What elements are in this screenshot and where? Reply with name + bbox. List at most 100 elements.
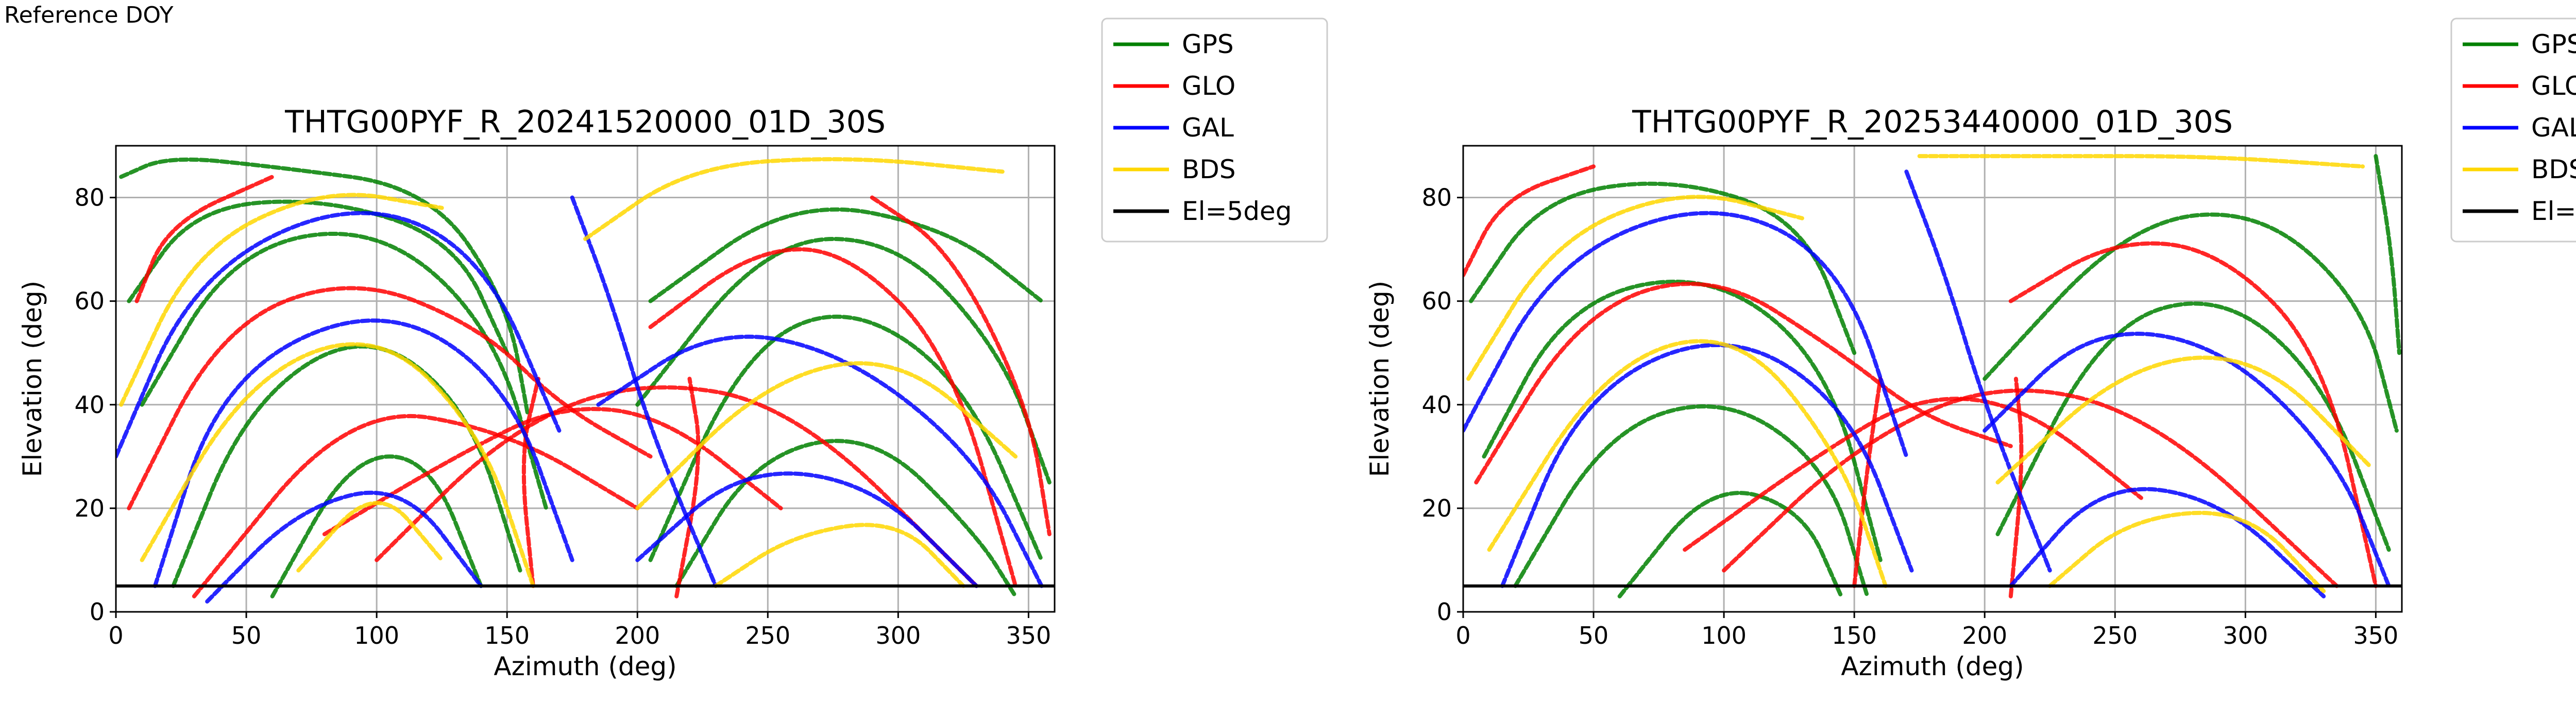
x-axis-label: Azimuth (deg) [1841,652,2024,681]
satellite-track-glo [192,414,640,598]
chart-panel-1: THTG00PYF_R_20241520000_01D_30S 0 50 100 150… [18,18,1328,681]
satellite-track-gal [1463,211,1909,459]
x-tick-label: 150 [484,622,530,649]
y-tick-label: 80 [1421,184,1452,212]
legend-entry: BDS [1182,155,1236,184]
satellite-track-gps [648,314,1044,562]
satellite-track-glo [2008,241,2378,588]
legend-entry: GLO [2531,71,2576,101]
satellite-track-gal [1500,342,1914,588]
y-tick-label: 20 [74,494,105,522]
satellite-track-bds [714,523,965,588]
satellite-track-gps [171,344,522,588]
satellite-track-gal [1904,169,2052,573]
satellite-track-glo [134,175,275,303]
satellite-track-gps [1469,181,1857,355]
legend-entry: BDS [2531,155,2576,184]
legend-entry: GAL [2531,113,2576,143]
legend-frame [2450,18,2576,243]
legend-entry: GLO [1182,71,1235,101]
x-tick-label: 100 [354,622,399,649]
chart-title: THTG00PYF_R_20241520000_01D_30S [284,104,886,140]
satellite-track-bds [1917,154,2365,169]
satellite-track-bds [583,157,1005,241]
satellite-track-glo [521,376,540,588]
satellite-track-glo [322,407,783,537]
satellite-track-glo [1722,388,2339,588]
x-axis-label: Azimuth (deg) [494,652,676,681]
satellite-track-bds [1466,195,1804,381]
x-tick-label: 150 [1832,622,1877,649]
y-tick-label: 60 [1421,287,1452,315]
x-tick-label: 250 [745,622,790,649]
satellite-track-gal [116,211,562,459]
satellite-track-gal [2008,487,2326,598]
satellite-track-glo [648,247,1018,588]
satellite-track-gps [119,157,530,417]
x-tick-label: 250 [2092,622,2138,649]
series-gal [1463,169,2391,598]
satellite-track-glo [127,286,653,510]
satellite-track-gps [1995,301,2391,552]
satellite-track-gps [1617,491,1843,598]
x-tick-label: 300 [875,622,921,649]
legend-entry: GPS [2531,29,2576,59]
reference-doy-label: Reference DOY [4,2,174,28]
chart-title: THTG00PYF_R_20253440000_01D_30S [1632,104,2233,140]
x-tick-label: 100 [1701,622,1747,649]
satellite-track-glo [1463,164,1596,278]
legend-entry: GAL [1182,113,1234,143]
satellite-track-bds [296,501,444,573]
satellite-track-bds [1995,355,2373,485]
satellite-track-glo [375,385,979,588]
satellite-track-glo [1474,282,2013,485]
satellite-track-glo [1683,397,2143,552]
plot-area [116,157,1052,604]
x-tick-label: 350 [1006,622,1051,649]
axes-frame [1462,145,2403,613]
satellite-track-bds [635,361,1018,510]
y-tick-label: 60 [74,287,105,315]
y-tick-label: 40 [1421,391,1452,419]
satellite-track-gps [270,454,483,598]
satellite-track-gps [127,199,510,355]
y-tick-label: 40 [74,391,105,419]
satellite-track-gps [674,439,1018,598]
axes-frame [115,145,1056,613]
x-tick-label: 200 [1962,622,2007,649]
satellite-track-gps [140,232,549,510]
satellite-track-gps [1982,212,2399,433]
satellite-track-gal [635,471,979,588]
y-tick-label: 0 [90,598,105,626]
satellite-track-bds [1487,339,1888,588]
legend-entry: GPS [1182,29,1234,59]
plot-area [1463,154,2401,598]
legend-entry: El=5deg [1182,196,1292,226]
x-tick-label: 200 [615,622,660,649]
satellite-track-glo [674,376,701,598]
satellite-track-gps [648,207,1044,303]
x-tick-label: 350 [2353,622,2398,649]
y-axis-label: Elevation (deg) [18,281,47,477]
satellite-track-glo [870,195,1052,537]
legend-entry: El=5deg [2531,196,2576,226]
satellite-track-gps [1513,404,1870,598]
satellite-track-gal [152,318,574,588]
x-tick-label: 50 [231,622,262,649]
x-tick-label: 300 [2223,622,2268,649]
legend: GPS GLO GAL BDS El=5deg [1101,18,1328,243]
series-glo [1463,164,2378,598]
chart-panel-2: THTG00PYF_R_20253440000_01D_30S 0 50 100 150… [1365,18,2576,681]
x-tick-label: 0 [1455,622,1470,649]
legend-frame [1101,18,1328,243]
satellite-track-gal [205,490,483,604]
y-axis-label: Elevation (deg) [1365,281,1395,477]
series-bds [119,157,1018,588]
satellite-track-bds [2047,510,2326,593]
satellite-track-bds [140,342,535,588]
y-tick-label: 80 [74,184,105,212]
y-tick-label: 0 [1437,598,1452,626]
satellite-track-gal [570,195,718,588]
satellite-track-bds [119,193,444,407]
